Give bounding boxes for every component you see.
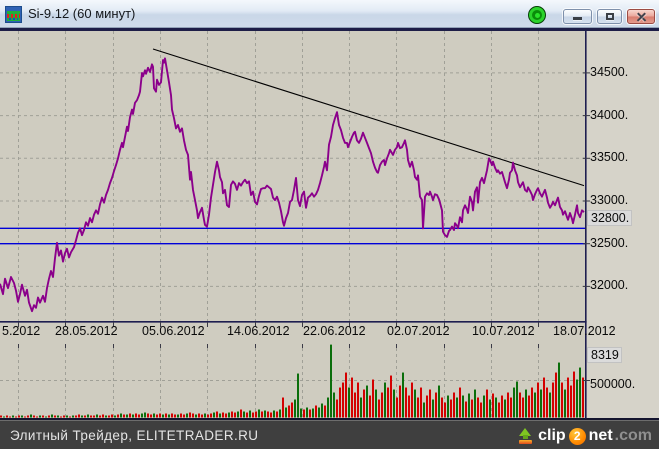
window-titlebar[interactable]: Si-9.12 (60 минут): [0, 0, 659, 28]
last-volume-marker: 8319: [587, 346, 622, 363]
chart-client-area[interactable]: 34500. 34000. 33500. 33000. 32500. 32000. 3280…: [0, 31, 659, 419]
upload-arrow-icon: [518, 427, 533, 445]
last-price-marker: 32800.: [587, 210, 633, 227]
clip2net-net: net: [588, 427, 613, 444]
window-frame-line: [0, 28, 659, 31]
price-tick-label: 32500.: [590, 235, 629, 250]
clip2net-two-icon: 2: [568, 427, 586, 445]
date-tick-label: 18.07.2012: [553, 323, 616, 338]
window-frame-line-bottom: [0, 418, 659, 420]
date-tick-label: 05.06.2012: [142, 323, 205, 338]
date-tick-label: 14.06.2012: [227, 323, 290, 338]
date-tick-label: 5.2012: [2, 323, 41, 338]
price-tick-label: 33000.: [590, 193, 629, 207]
status-text: Элитный Трейдер, ELITETRADER.RU: [10, 428, 259, 443]
price-volume-plot[interactable]: [0, 31, 659, 419]
date-tick-label: 28.05.2012: [55, 323, 118, 338]
close-icon: [636, 11, 647, 22]
plot-background: [0, 31, 585, 419]
price-tick-label: 32000.: [590, 278, 629, 293]
chart-app-icon: [5, 6, 22, 23]
price-tick-label: 33500.: [590, 150, 629, 165]
window-title: Si-9.12 (60 минут): [28, 6, 136, 21]
date-tick-label: 02.07.2012: [387, 323, 450, 338]
close-button[interactable]: [627, 9, 655, 24]
clip2net-com: .com: [614, 427, 652, 444]
restore-button[interactable]: [597, 9, 622, 24]
minimize-button[interactable]: [563, 9, 592, 24]
price-tick-label: 34000.: [590, 107, 629, 122]
clip2net-clip: clip: [538, 427, 566, 444]
price-tick-label: 34500.: [590, 64, 629, 79]
status-bar: Элитный Трейдер, ELITETRADER.RU clip 2 n…: [0, 420, 659, 449]
clip2net-watermark[interactable]: clip 2 net .com: [518, 425, 652, 447]
date-tick-label: 22.06.2012: [303, 323, 366, 338]
minimize-icon: [573, 17, 582, 20]
volume-tick-label: 500000.: [590, 376, 636, 391]
record-indicator-icon: [528, 6, 546, 24]
restore-icon: [605, 13, 614, 20]
date-tick-label: 10.07.2012: [472, 323, 535, 338]
